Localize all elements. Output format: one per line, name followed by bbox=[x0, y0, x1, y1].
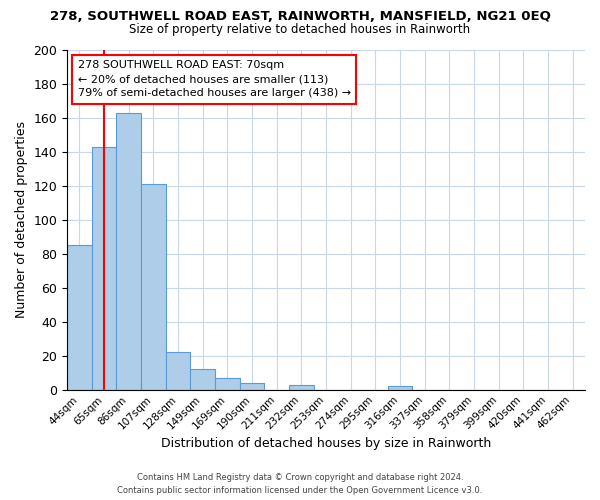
Bar bbox=[67, 246, 92, 390]
Bar bbox=[388, 386, 412, 390]
Y-axis label: Number of detached properties: Number of detached properties bbox=[15, 122, 28, 318]
Bar bbox=[240, 383, 265, 390]
Bar bbox=[289, 384, 314, 390]
Text: 278 SOUTHWELL ROAD EAST: 70sqm
← 20% of detached houses are smaller (113)
79% of: 278 SOUTHWELL ROAD EAST: 70sqm ← 20% of … bbox=[77, 60, 350, 98]
Bar bbox=[215, 378, 240, 390]
Text: Size of property relative to detached houses in Rainworth: Size of property relative to detached ho… bbox=[130, 22, 470, 36]
Bar bbox=[116, 113, 141, 390]
Text: 278, SOUTHWELL ROAD EAST, RAINWORTH, MANSFIELD, NG21 0EQ: 278, SOUTHWELL ROAD EAST, RAINWORTH, MAN… bbox=[50, 10, 550, 23]
Bar bbox=[141, 184, 166, 390]
Bar bbox=[190, 370, 215, 390]
Bar bbox=[166, 352, 190, 390]
X-axis label: Distribution of detached houses by size in Rainworth: Distribution of detached houses by size … bbox=[161, 437, 491, 450]
Bar bbox=[92, 147, 116, 390]
Text: Contains HM Land Registry data © Crown copyright and database right 2024.
Contai: Contains HM Land Registry data © Crown c… bbox=[118, 474, 482, 495]
